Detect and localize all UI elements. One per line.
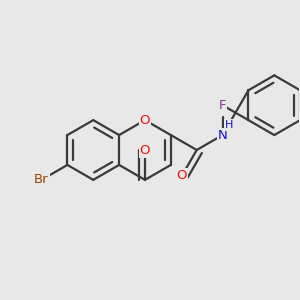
Text: O: O [176, 169, 187, 182]
Text: H: H [225, 120, 234, 130]
Text: F: F [219, 99, 226, 112]
Text: O: O [140, 143, 150, 157]
Text: O: O [140, 114, 150, 127]
Text: N: N [218, 129, 227, 142]
Text: Br: Br [34, 173, 49, 186]
